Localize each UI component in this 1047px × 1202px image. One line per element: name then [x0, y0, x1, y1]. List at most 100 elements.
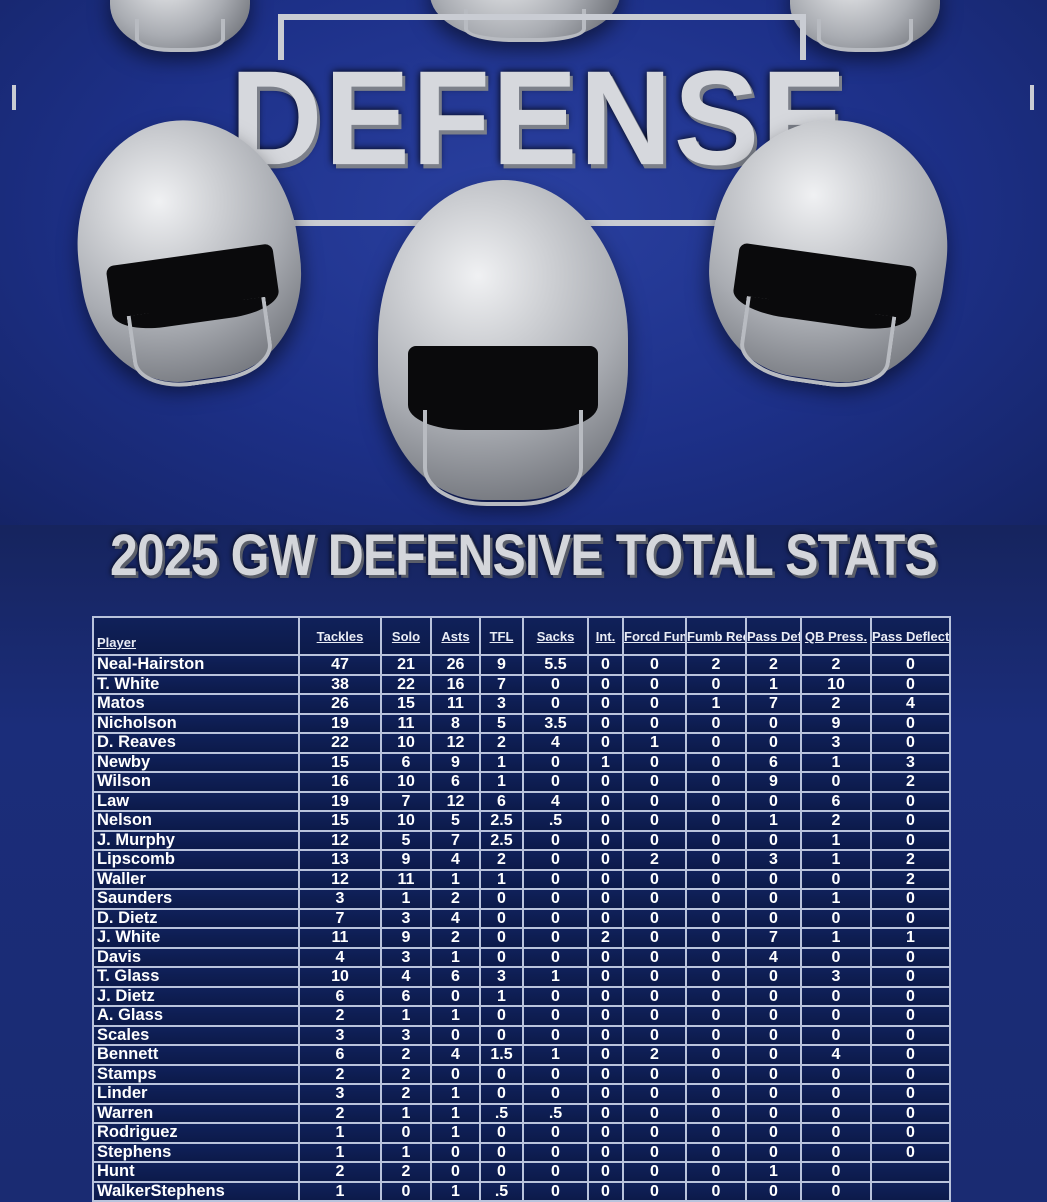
stat-cell: 0 — [587, 868, 624, 890]
column-header: Sacks — [522, 616, 589, 656]
stat-cell: 0 — [622, 790, 687, 812]
stat-cell: 16 — [298, 771, 382, 793]
stat-cell: 2 — [800, 654, 872, 676]
stat-cell: 0 — [870, 1083, 951, 1105]
stat-cell: 1 — [298, 1122, 382, 1144]
stat-cell: 0 — [745, 790, 802, 812]
stat-cell: 0 — [622, 693, 687, 715]
stat-cell — [870, 1161, 951, 1183]
stat-cell: 1 — [430, 946, 481, 968]
stat-cell: 3 — [380, 1024, 432, 1046]
table-row: Wilson 16 10 6 1 0 0 0 0 9 0 2 — [92, 771, 951, 793]
table-row: Rodriguez 1 0 1 0 0 0 0 0 0 0 0 — [92, 1122, 951, 1144]
stat-cell: 6 — [800, 790, 872, 812]
stat-cell: 0 — [522, 1063, 589, 1085]
stat-cell: 10 — [800, 673, 872, 695]
stat-cell: 1 — [380, 888, 432, 910]
stat-cell: 0 — [522, 888, 589, 910]
stat-cell: 0 — [622, 654, 687, 676]
stat-cell: 6 — [298, 1044, 382, 1066]
stat-cell: 0 — [870, 1044, 951, 1066]
stat-cell: 0 — [522, 868, 589, 890]
stat-cell: 0 — [522, 927, 589, 949]
stat-cell: 0 — [479, 1161, 524, 1183]
stat-cell: 0 — [800, 907, 872, 929]
stat-cell: 0 — [870, 1102, 951, 1124]
stat-cell: 9 — [380, 849, 432, 871]
stat-cell: .5 — [479, 1102, 524, 1124]
table-row: J. Murphy 12 5 7 2.5 0 0 0 0 0 1 0 — [92, 829, 951, 851]
stat-cell: 0 — [685, 1180, 747, 1202]
stat-cell: 0 — [522, 1005, 589, 1027]
stat-cell: 11 — [380, 712, 432, 734]
stat-cell: 0 — [745, 1005, 802, 1027]
stat-cell: 4 — [298, 946, 382, 968]
stat-cell: 1 — [479, 985, 524, 1007]
player-name: Matos — [92, 693, 300, 715]
stat-cell: 0 — [622, 946, 687, 968]
stat-cell: 0 — [685, 907, 747, 929]
stat-cell: 1.5 — [479, 1044, 524, 1066]
player-name: Stamps — [92, 1063, 300, 1085]
column-header: Player — [92, 616, 300, 656]
stat-cell: 0 — [479, 1024, 524, 1046]
stat-cell: 1 — [479, 868, 524, 890]
stat-cell: 0 — [622, 868, 687, 890]
stat-cell: 11 — [430, 693, 481, 715]
stat-cell: 3 — [298, 1024, 382, 1046]
table-row: Newby 15 6 9 1 0 1 0 0 6 1 3 — [92, 751, 951, 773]
stat-cell: 1 — [870, 927, 951, 949]
stat-cell: 0 — [587, 712, 624, 734]
stat-cell: 1 — [430, 1083, 481, 1105]
stat-cell: 0 — [479, 1005, 524, 1027]
column-header: Int. — [587, 616, 624, 656]
stat-cell: 5 — [430, 810, 481, 832]
player-name: Nelson — [92, 810, 300, 832]
stat-cell: 2.5 — [479, 810, 524, 832]
table-row: Lipscomb 13 9 4 2 0 0 2 0 3 1 2 — [92, 849, 951, 871]
stat-cell: 9 — [479, 654, 524, 676]
table-row: Law 19 7 12 6 4 0 0 0 0 6 0 — [92, 790, 951, 812]
stat-cell: 3 — [870, 751, 951, 773]
stat-cell: 5 — [380, 829, 432, 851]
stat-cell: 0 — [870, 810, 951, 832]
stat-cell: 4 — [745, 946, 802, 968]
stat-cell: 0 — [745, 829, 802, 851]
player-name: Lipscomb — [92, 849, 300, 871]
stat-cell: 0 — [870, 1005, 951, 1027]
stat-cell: 0 — [745, 1180, 802, 1202]
column-header: QB Press. — [800, 616, 872, 656]
stat-cell: 4 — [380, 966, 432, 988]
stat-cell: 0 — [522, 907, 589, 929]
stat-cell: 38 — [298, 673, 382, 695]
table-row: D. Reaves 22 10 12 2 4 0 1 0 0 3 0 — [92, 732, 951, 754]
stat-cell: 0 — [870, 673, 951, 695]
stat-cell: 1 — [479, 771, 524, 793]
player-name: Bennett — [92, 1044, 300, 1066]
stat-cell: 0 — [685, 1005, 747, 1027]
stat-cell: 22 — [380, 673, 432, 695]
stat-cell: 2 — [380, 1044, 432, 1066]
stat-cell: 0 — [587, 654, 624, 676]
stat-cell: 0 — [800, 868, 872, 890]
stat-cell: 2 — [800, 693, 872, 715]
stat-cell: 0 — [479, 907, 524, 929]
stat-cell: 0 — [479, 927, 524, 949]
stat-cell: 0 — [870, 712, 951, 734]
stat-cell: 0 — [685, 985, 747, 1007]
player-name: D. Dietz — [92, 907, 300, 929]
stat-cell: 0 — [587, 1005, 624, 1027]
stat-cell: 0 — [587, 829, 624, 851]
stat-cell: 2 — [298, 1063, 382, 1085]
table-row: Stephens 1 1 0 0 0 0 0 0 0 0 0 — [92, 1141, 951, 1163]
stat-cell: 0 — [685, 927, 747, 949]
stat-cell: 0 — [479, 1063, 524, 1085]
stat-cell: 0 — [685, 1161, 747, 1183]
stat-cell: 0 — [800, 946, 872, 968]
stat-cell: 2 — [380, 1161, 432, 1183]
column-header: Asts — [430, 616, 481, 656]
stat-cell: 0 — [685, 888, 747, 910]
stat-cell: 4 — [522, 790, 589, 812]
stat-cell: 0 — [745, 888, 802, 910]
stat-cell: 1 — [745, 810, 802, 832]
